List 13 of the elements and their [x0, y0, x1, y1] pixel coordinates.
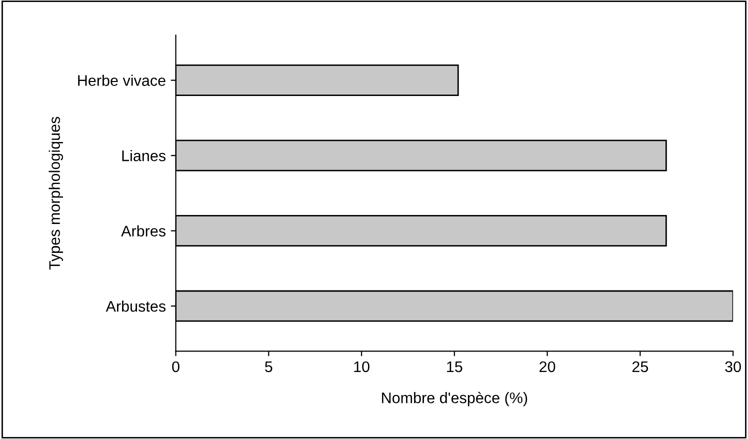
y-axis-title: Types morphologiques [48, 116, 64, 270]
x-tick-label: 15 [447, 361, 462, 372]
y-tick-label: Lianes [122, 150, 166, 162]
x-tick-label: 20 [540, 361, 556, 372]
x-tick-label: 25 [632, 361, 648, 372]
x-tick-label: 0 [172, 361, 180, 372]
x-axis-title: Nombre d'espèce (%) [382, 392, 528, 406]
x-tick-label: 5 [265, 361, 272, 372]
x-tick-label: 10 [354, 361, 370, 372]
y-tick-label: Arbres [121, 225, 166, 236]
y-tick-label: Arbustes [106, 300, 166, 312]
x-tick-label: 30 [725, 361, 741, 372]
y-tick-label: Herbe vivace [78, 74, 166, 86]
